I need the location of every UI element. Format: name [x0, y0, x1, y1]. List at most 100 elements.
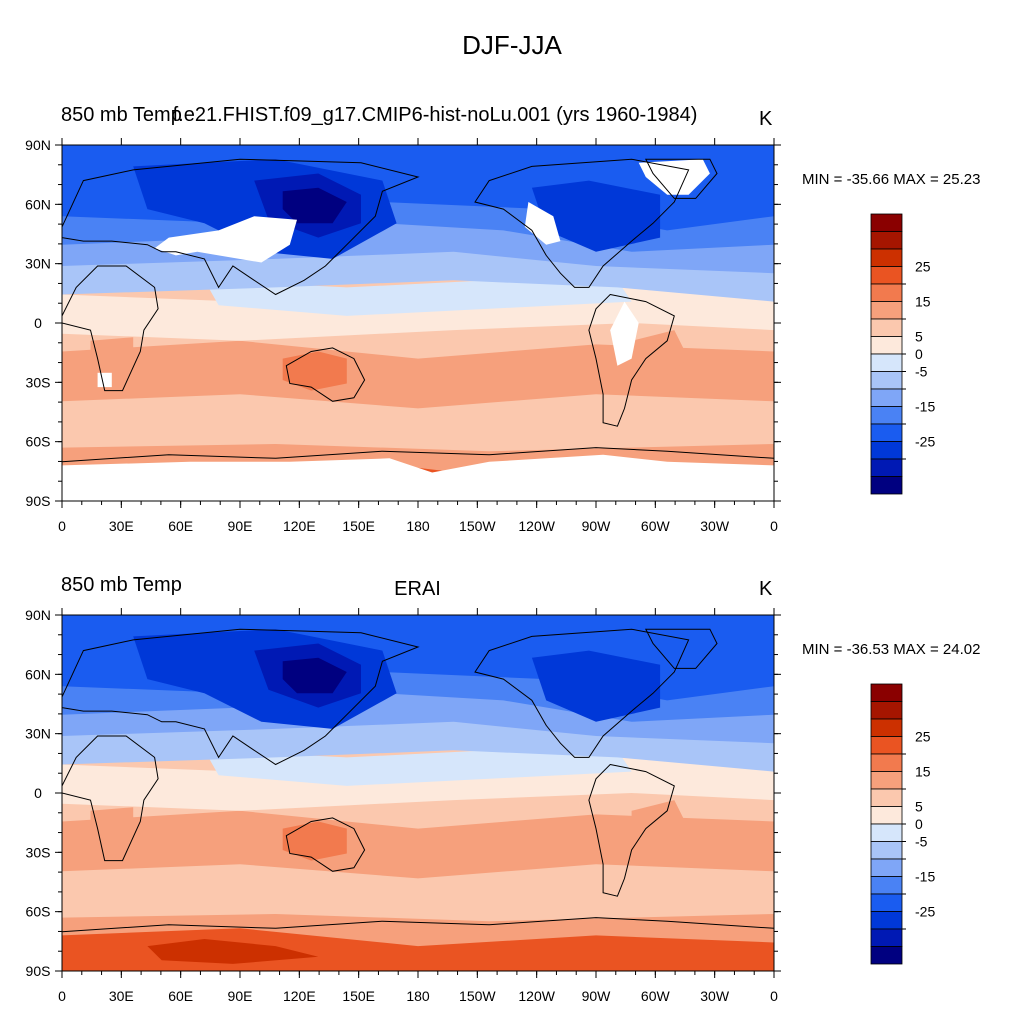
colorbar-box [870, 318, 903, 337]
lon-tick-label: 60E [168, 988, 193, 1004]
lon-tick-label: 60W [641, 518, 671, 534]
lon-tick-label: 60E [168, 518, 193, 534]
lon-tick-label: 180 [406, 518, 430, 534]
min-max-text: MIN = -36.53 MAX = 24.02 [802, 641, 981, 658]
colorbar-box [870, 301, 903, 320]
lat-tick-label: 90N [25, 137, 51, 153]
coast-south-america [588, 293, 675, 427]
colorbar-label: -5 [915, 834, 928, 850]
panel-left-label: 850 mb Temp [61, 104, 182, 126]
colorbar-box [870, 928, 903, 947]
colorbar-box [870, 213, 903, 232]
temperature-field [62, 145, 774, 501]
map-panel-model: 850 mb Temp f.e21.FHIST.f09_g17.CMIP6-hi… [0, 0, 1024, 534]
lon-tick-label: 90W [582, 988, 612, 1004]
field-siberia-core [282, 187, 347, 224]
field-australia-warm [282, 351, 347, 391]
colorbar-box [870, 388, 903, 407]
panel-center-label: ERAI [394, 578, 441, 600]
coast-north-america [474, 158, 690, 288]
colorbar-box [870, 823, 903, 842]
field-australia-warm [282, 821, 347, 861]
colorbar-label: -15 [915, 869, 935, 885]
coast-antarctica [62, 447, 774, 501]
colorbar-box [870, 753, 903, 772]
colorbar-box [870, 771, 903, 790]
lon-tick-label: 0 [770, 518, 778, 534]
colorbar-box [870, 788, 903, 807]
lat-tick-label: 60S [26, 434, 51, 450]
colorbar-label: 5 [915, 329, 923, 345]
field-africa-warm [90, 337, 134, 380]
map-panel-erai: 850 mb Temp ERAI K MIN = -36.53 MAX = 24… [0, 470, 1024, 1004]
coast-africa [62, 735, 159, 862]
masked-region-4 [97, 372, 112, 388]
colorbar-box [870, 946, 903, 965]
colorbar-box [870, 406, 903, 425]
lat-tick-label: 90S [26, 963, 51, 979]
lon-tick-label: 0 [58, 518, 66, 534]
colorbar-box [870, 701, 903, 720]
colorbar-box [870, 336, 903, 355]
colorbar-label: -15 [915, 399, 935, 415]
coast-greenland [644, 628, 718, 669]
colorbar-box [870, 911, 903, 930]
field-siberia-core [282, 657, 347, 694]
temperature-field [62, 615, 774, 971]
colorbar-box [870, 231, 903, 250]
colorbar-box [870, 893, 903, 912]
lon-tick-label: 180 [406, 988, 430, 1004]
coast-eurasia [62, 158, 420, 296]
lon-tick-label: 120E [283, 988, 316, 1004]
colorbar-box [870, 353, 903, 372]
colorbar-label: -5 [915, 364, 928, 380]
field-namerica-cold [531, 180, 661, 252]
colorbar-label: 15 [915, 294, 931, 310]
lon-tick-label: 150E [342, 518, 375, 534]
panel-left-label: 850 mb Temp [61, 574, 182, 596]
lat-tick-label: 0 [34, 785, 42, 801]
colorbar-box [870, 806, 903, 825]
panel-center-label: f.e21.FHIST.f09_g17.CMIP6-hist-noLu.001 … [172, 104, 698, 126]
colorbar-label: 0 [915, 816, 923, 832]
coast-africa [62, 265, 159, 392]
coast-greenland [644, 158, 718, 199]
lon-tick-label: 150E [342, 988, 375, 1004]
colorbar-box [870, 858, 903, 877]
lon-tick-label: 120W [518, 988, 555, 1004]
map-canvas: 0 30E 60E 90E 120E 150E 180 150W 120W 90W 60W 30W 09… [25, 607, 935, 1004]
colorbar-box [870, 283, 903, 302]
masked-region-0 [154, 216, 297, 263]
colorbar-box [870, 683, 903, 702]
colorbar-label: 5 [915, 799, 923, 815]
lat-tick-label: 30N [25, 256, 51, 272]
lat-tick-label: 90N [25, 607, 51, 623]
lat-tick-label: 30S [26, 844, 51, 860]
colorbar-label: 0 [915, 346, 923, 362]
colorbar-box [870, 736, 903, 755]
panel-units-label: K [759, 108, 773, 130]
lon-tick-label: 30E [109, 988, 134, 1004]
lon-tick-label: 90E [228, 988, 253, 1004]
lat-tick-label: 60N [25, 196, 51, 212]
map-canvas: 0 30E 60E 90E 120E 150E 180 150W 120W 90W 60W 30W 09… [25, 137, 935, 534]
lon-tick-label: 90E [228, 518, 253, 534]
lon-tick-label: 60W [641, 988, 671, 1004]
lat-tick-label: 30S [26, 374, 51, 390]
field-namerica-cold [531, 650, 661, 722]
colorbar-box [870, 841, 903, 860]
field-samerica-warm [631, 800, 689, 850]
lon-tick-label: 120E [283, 518, 316, 534]
lat-tick-label: 30N [25, 726, 51, 742]
coast-antarctica [62, 917, 774, 971]
lat-tick-label: 0 [34, 315, 42, 331]
colorbar-box [870, 371, 903, 390]
panel-units-label: K [759, 578, 773, 600]
colorbar-label: 15 [915, 764, 931, 780]
coast-south-america [588, 763, 675, 897]
lat-tick-label: 60N [25, 666, 51, 682]
coast-north-america [474, 628, 690, 758]
lon-tick-label: 0 [770, 988, 778, 1004]
page-title: DJF-JJA [462, 30, 562, 60]
lon-tick-label: 150W [459, 988, 496, 1004]
